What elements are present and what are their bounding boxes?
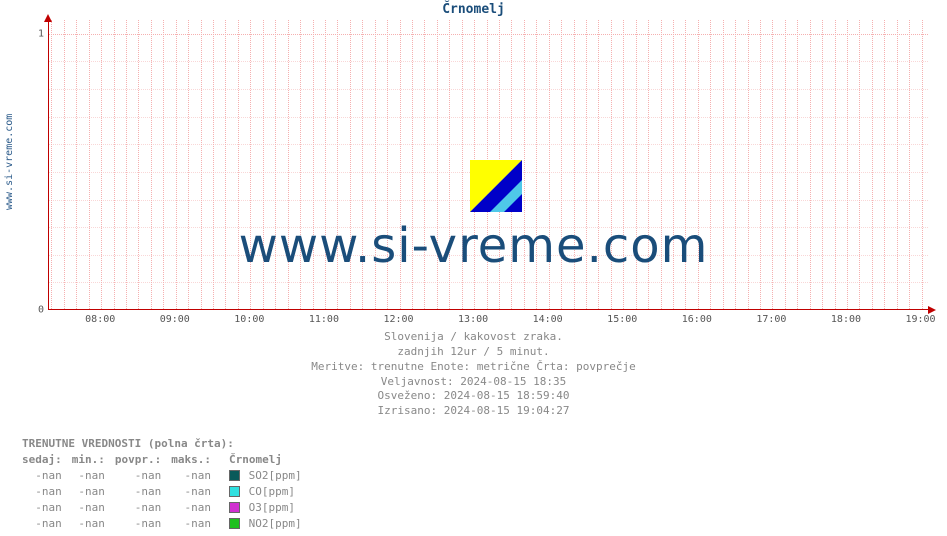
x-tick-label: 10:00 — [234, 314, 264, 325]
legend-label: CO[ppm] — [242, 485, 295, 498]
cell-max: -nan — [171, 516, 221, 532]
legend-label: SO2[ppm] — [242, 469, 302, 482]
col-min: min.: — [72, 452, 115, 468]
values-table-block: TRENUTNE VREDNOSTI (polna črta): sedaj: … — [22, 436, 312, 532]
chart-meta-block: Slovenija / kakovost zraka. zadnjih 12ur… — [0, 330, 947, 419]
cell-min: -nan — [72, 484, 115, 500]
col-now: sedaj: — [22, 452, 72, 468]
cell-max: -nan — [171, 484, 221, 500]
cell-series: O3[ppm] — [221, 500, 312, 516]
cell-series: SO2[ppm] — [221, 468, 312, 484]
legend-label: NO2[ppm] — [242, 517, 302, 530]
x-tick-label: 18:00 — [831, 314, 861, 325]
meta-line-range: zadnjih 12ur / 5 minut. — [0, 345, 947, 360]
cell-max: -nan — [171, 500, 221, 516]
cell-avg: -nan — [115, 516, 171, 532]
meta-line-validity: Veljavnost: 2024-08-15 18:35 — [0, 375, 947, 390]
x-tick-label: 17:00 — [756, 314, 786, 325]
cell-avg: -nan — [115, 468, 171, 484]
x-tick-label: 19:00 — [905, 314, 935, 325]
cell-now: -nan — [22, 500, 72, 516]
cell-min: -nan — [72, 468, 115, 484]
gridline-horizontal — [49, 282, 928, 283]
cell-min: -nan — [72, 516, 115, 532]
x-tick-label: 11:00 — [309, 314, 339, 325]
x-tick-label: 13:00 — [458, 314, 488, 325]
cell-series: NO2[ppm] — [221, 516, 312, 532]
meta-line-refreshed: Osveženo: 2024-08-15 18:59:40 — [0, 389, 947, 404]
x-axis-arrow — [928, 306, 936, 314]
x-tick-label: 14:00 — [533, 314, 563, 325]
values-table: sedaj: min.: povpr.: maks.: Črnomelj -na… — [22, 452, 312, 532]
chart-title: Črnomelj — [0, 2, 947, 17]
meta-line-settings: Meritve: trenutne Enote: metrične Črta: … — [0, 360, 947, 375]
table-row: -nan-nan-nan-nan SO2[ppm] — [22, 468, 312, 484]
cell-series: CO[ppm] — [221, 484, 312, 500]
legend-swatch — [229, 502, 240, 513]
values-table-title: TRENUTNE VREDNOSTI (polna črta): — [22, 436, 312, 452]
x-tick-label: 12:00 — [383, 314, 413, 325]
legend-label: O3[ppm] — [242, 501, 295, 514]
x-tick-label: 16:00 — [682, 314, 712, 325]
table-header-row: sedaj: min.: povpr.: maks.: Črnomelj — [22, 452, 312, 468]
legend-swatch — [229, 486, 240, 497]
site-logo-icon — [470, 160, 522, 212]
side-site-label: www.si-vreme.com — [4, 114, 15, 210]
y-tick-label: 1 — [30, 28, 44, 39]
x-tick-label: 08:00 — [85, 314, 115, 325]
y-tick-label: 0 — [30, 305, 44, 316]
cell-avg: -nan — [115, 500, 171, 516]
legend-swatch — [229, 518, 240, 529]
gridline-horizontal — [49, 61, 928, 62]
table-row: -nan-nan-nan-nan O3[ppm] — [22, 500, 312, 516]
cell-avg: -nan — [115, 484, 171, 500]
cell-now: -nan — [22, 484, 72, 500]
x-tick-label: 09:00 — [160, 314, 190, 325]
gridline-horizontal — [49, 89, 928, 90]
legend-swatch — [229, 470, 240, 481]
x-tick-label: 15:00 — [607, 314, 637, 325]
col-avg: povpr.: — [115, 452, 171, 468]
y-axis-arrow — [44, 14, 52, 22]
cell-min: -nan — [72, 500, 115, 516]
gridline-horizontal — [49, 117, 928, 118]
cell-now: -nan — [22, 516, 72, 532]
meta-line-drawn: Izrisano: 2024-08-15 19:04:27 — [0, 404, 947, 419]
cell-max: -nan — [171, 468, 221, 484]
cell-now: -nan — [22, 468, 72, 484]
table-row: -nan-nan-nan-nan CO[ppm] — [22, 484, 312, 500]
watermark-text: www.si-vreme.com — [0, 218, 947, 274]
col-max: maks.: — [171, 452, 221, 468]
col-location: Črnomelj — [221, 452, 312, 468]
gridline-horizontal — [49, 144, 928, 145]
meta-line-source: Slovenija / kakovost zraka. — [0, 330, 947, 345]
gridline-horizontal — [49, 34, 928, 35]
table-row: -nan-nan-nan-nan NO2[ppm] — [22, 516, 312, 532]
